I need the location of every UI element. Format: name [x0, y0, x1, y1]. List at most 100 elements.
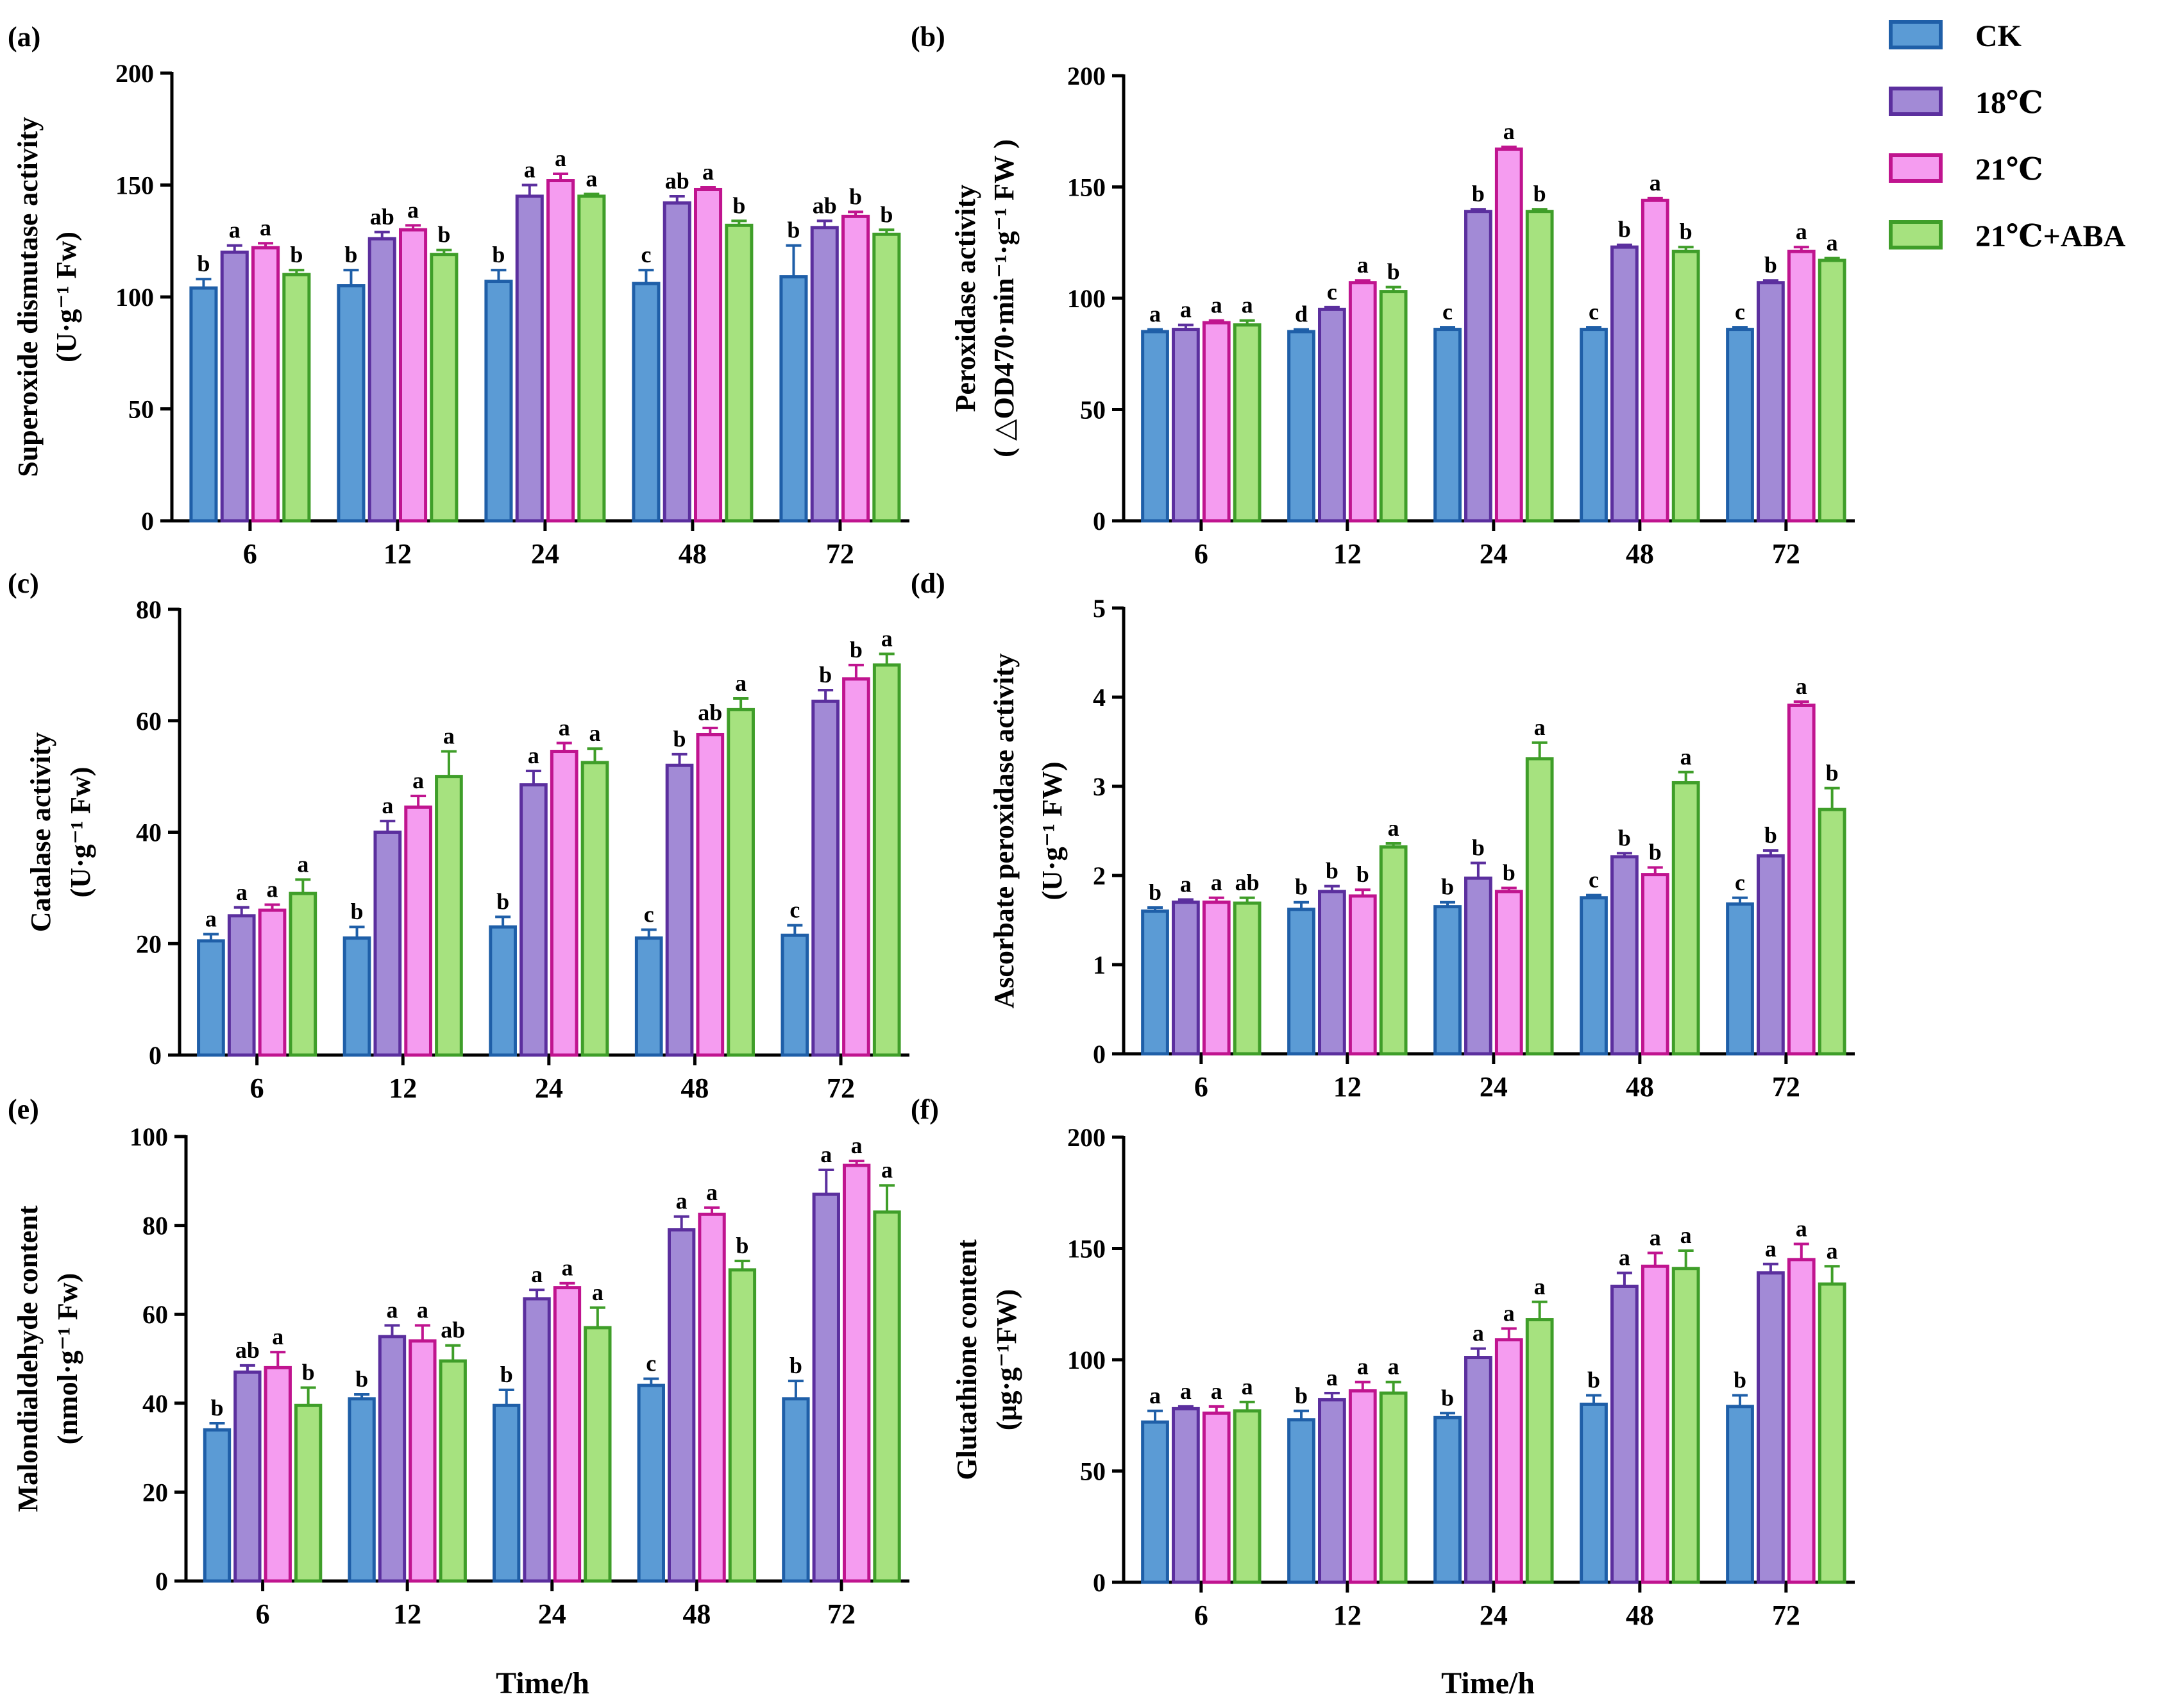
- bar-21c-aba: [430, 253, 459, 523]
- significance-letter: a: [881, 626, 893, 652]
- bar-21c: [1641, 1264, 1669, 1584]
- bar-21c: [1202, 321, 1231, 523]
- bar-ck: [203, 1428, 232, 1583]
- significance-letter: a: [1149, 301, 1161, 327]
- significance-letter: b: [344, 242, 357, 267]
- y-tick-label: 60: [142, 1300, 168, 1329]
- significance-letter: b: [1295, 1383, 1308, 1408]
- significance-letter: a: [1650, 1224, 1661, 1250]
- y-axis-title-line: Glutathione content: [951, 1239, 983, 1480]
- bar-21c-aba: [435, 775, 463, 1057]
- significance-letter: b: [1472, 181, 1485, 207]
- bar-21c-aba: [584, 1326, 612, 1583]
- panel-d: (d) Ascorbate peroxidase activity (U·g⁻¹ F…: [911, 568, 1855, 1103]
- significance-letter: c: [1589, 299, 1599, 325]
- y-axis-title-line: (U·g⁻¹ Fw): [65, 767, 96, 898]
- significance-letter: a: [592, 1280, 604, 1305]
- significance-letter: b: [355, 1366, 368, 1392]
- bar-21c-aba: [873, 1210, 901, 1583]
- bar-21c: [1494, 890, 1523, 1056]
- y-tick-label: 0: [1093, 1040, 1106, 1069]
- bar-21c-aba: [1818, 807, 1846, 1056]
- y-tick-label: 150: [115, 171, 154, 200]
- bar-ck: [342, 936, 371, 1057]
- bar-21c: [264, 1366, 292, 1583]
- bar-21c-aba: [872, 663, 901, 1057]
- significance-letter: b: [736, 1233, 748, 1258]
- bar-ck: [779, 275, 808, 523]
- x-tick-label: 24: [1480, 538, 1508, 570]
- significance-letter: a: [1211, 1378, 1222, 1404]
- significance-letter: a: [820, 1142, 832, 1167]
- x-tick-label: 72: [1772, 1071, 1800, 1103]
- bar-18c: [812, 1192, 840, 1583]
- significance-letter: a: [1827, 230, 1838, 256]
- legend-label-18c: 18℃: [1975, 86, 2043, 120]
- significance-letter: b: [1356, 861, 1369, 887]
- x-tick-label: 48: [680, 1072, 709, 1104]
- bar-18c: [1172, 1407, 1200, 1584]
- y-tick-label: 80: [136, 595, 162, 624]
- panel-label: (a): [8, 21, 40, 53]
- bar-18c: [1464, 210, 1492, 523]
- significance-letter: b: [290, 242, 303, 267]
- significance-letter: a: [1211, 292, 1222, 318]
- bar-ck: [197, 939, 225, 1057]
- bar-18c: [1318, 307, 1346, 523]
- bar-18c: [220, 250, 249, 523]
- y-tick-label: 0: [155, 1567, 168, 1596]
- x-tick-label: 6: [243, 538, 257, 570]
- x-axis-title-left: Time/h: [496, 1666, 589, 1700]
- significance-letter: b: [492, 242, 505, 267]
- bar-21c-aba: [1671, 1267, 1700, 1584]
- significance-letter: a: [1503, 119, 1515, 144]
- legend-swatch-18c: [1889, 87, 1943, 116]
- significance-letter: b: [302, 1360, 315, 1385]
- significance-letter: a: [412, 768, 424, 793]
- y-tick-label: 0: [141, 507, 154, 536]
- y-tick-label: 100: [1067, 1346, 1106, 1374]
- significance-letter: ab: [698, 700, 722, 725]
- bar-18c: [1318, 890, 1346, 1056]
- panel-e: (e) Malondialdehyde content (nmol·g⁻¹ Fw) 0…: [8, 1094, 909, 1630]
- x-tick-label: 6: [250, 1072, 264, 1104]
- panel-label: (b): [911, 21, 945, 53]
- bar-21c: [251, 246, 280, 523]
- bar-ck: [348, 1397, 376, 1583]
- significance-letter: b: [849, 183, 862, 209]
- significance-letter: a: [1650, 170, 1661, 196]
- significance-letter: a: [555, 146, 566, 171]
- bar-18c: [233, 1370, 262, 1583]
- panel-label: (d): [911, 568, 945, 599]
- significance-letter: b: [1295, 874, 1308, 900]
- bar-21c-aba: [727, 707, 755, 1057]
- y-tick-label: 200: [1067, 1123, 1106, 1152]
- significance-letter: a: [1619, 1245, 1630, 1271]
- bar-18c: [1172, 328, 1200, 523]
- bar-21c-aba: [1525, 210, 1554, 523]
- bar-21c-aba: [1379, 290, 1408, 523]
- significance-letter: b: [880, 201, 893, 227]
- significance-letter: a: [559, 715, 570, 741]
- bar-ck: [1287, 908, 1315, 1056]
- significance-letter: a: [1242, 292, 1253, 318]
- significance-letter: ab: [1235, 870, 1260, 895]
- significance-letter: a: [1388, 1354, 1399, 1380]
- significance-letter: b: [210, 1395, 223, 1421]
- x-tick-label: 48: [679, 538, 707, 570]
- y-tick-label: 40: [142, 1389, 168, 1418]
- panel-label: (c): [8, 568, 39, 599]
- y-tick-label: 100: [1067, 284, 1106, 313]
- significance-letter: a: [1827, 1238, 1838, 1264]
- legend-item-21c: 21℃: [1889, 153, 2043, 187]
- y-axis-title-line: (U·g⁻¹ FW): [1036, 761, 1068, 900]
- significance-letter: a: [417, 1298, 428, 1323]
- y-axis-title-line: Superoxide dismutase activity: [12, 117, 44, 477]
- significance-letter: b: [1618, 825, 1631, 850]
- significance-letter: b: [1649, 839, 1662, 865]
- significance-letter: b: [787, 217, 800, 243]
- significance-letter: a: [706, 1180, 718, 1205]
- x-tick-label: 12: [389, 1072, 417, 1104]
- significance-letter: a: [1503, 1300, 1515, 1326]
- bar-18c: [665, 763, 694, 1057]
